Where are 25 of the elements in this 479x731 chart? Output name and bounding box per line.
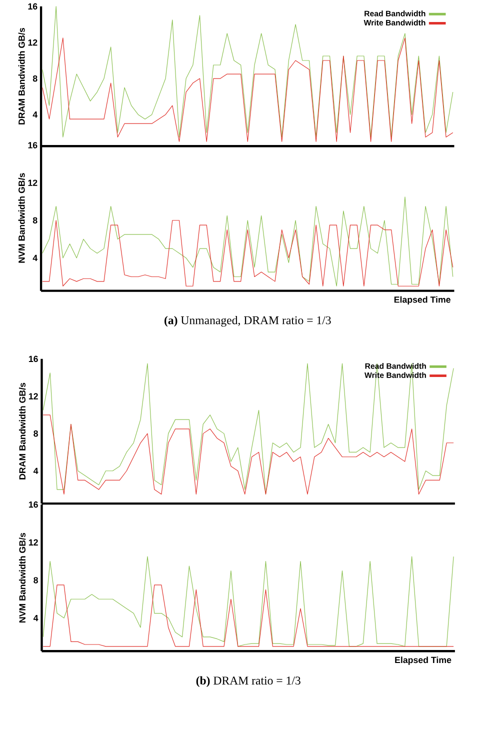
y-tick-label: 16 xyxy=(28,142,38,148)
y-axis-title: DRAM Bandwidth GB/s xyxy=(18,382,26,480)
y-tick-label: 12 xyxy=(28,539,38,546)
y-axis-title: DRAM Bandwidth GB/s xyxy=(18,28,25,124)
y-tick-label: 16 xyxy=(28,356,38,362)
y-tick-label: 4 xyxy=(33,468,38,474)
y-tick-label: 8 xyxy=(34,577,38,584)
x-axis-title: Elapsed Time xyxy=(394,296,450,305)
y-tick-label: 16 xyxy=(28,3,38,10)
line-series xyxy=(42,6,454,138)
y-tick-label: 4 xyxy=(33,614,38,622)
y-tick-label: 4 xyxy=(32,254,38,261)
y-tick-label: 12 xyxy=(28,393,38,400)
text: (a) Unmanaged, DRAM ratio = 1/3 xyxy=(164,316,331,327)
y-tick-label: 8 xyxy=(32,75,38,82)
x-axis-title: Elapsed Time xyxy=(395,656,452,665)
y-tick-label: 4 xyxy=(32,112,38,118)
y-tick-label: 12 xyxy=(28,39,38,46)
y-tick-label: 8 xyxy=(34,430,38,437)
y-axis-title: NVM Bandwidth GB/s xyxy=(18,173,25,263)
y-tick-label: 12 xyxy=(28,180,38,186)
y-axis-title: NVM Bandwidth GB/s xyxy=(18,532,26,623)
y-tick-label: 8 xyxy=(32,217,38,224)
text: (b) DRAM ratio = 1/3 xyxy=(196,676,300,687)
y-tick-label: 16 xyxy=(28,501,38,508)
